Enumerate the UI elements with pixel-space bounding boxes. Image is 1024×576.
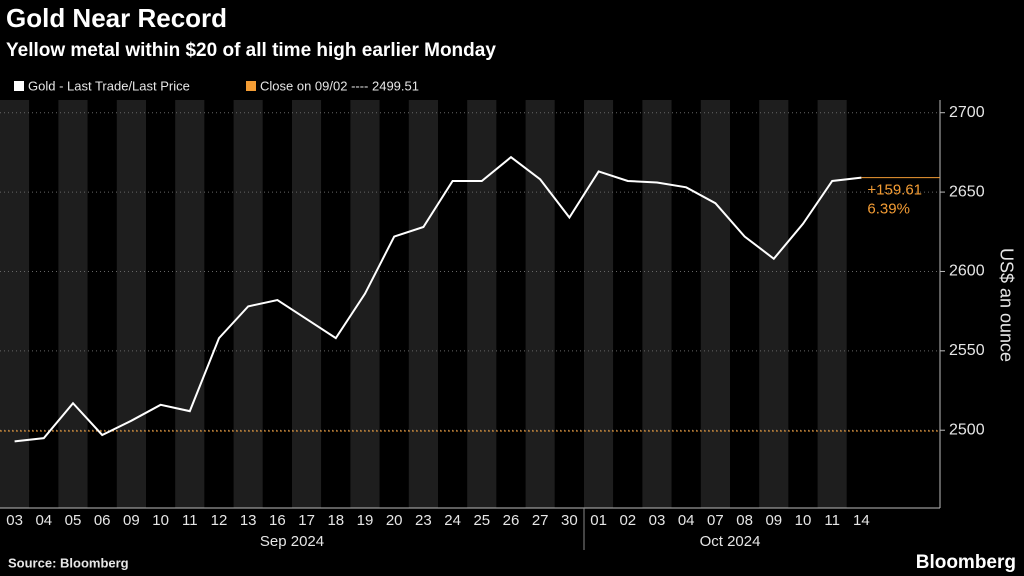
y-tick-label: 2600 [949,263,985,280]
x-tick-label: 03 [649,512,666,529]
day-band [846,100,876,508]
day-band [554,100,584,508]
x-tick-label: 11 [182,512,198,529]
day-band [584,100,614,508]
legend-label: Gold - Last Trade/Last Price [28,78,190,93]
x-tick-label: 10 [795,512,812,529]
x-tick-label: 03 [6,512,23,529]
y-tick-label: 2500 [949,421,985,438]
x-tick-label: 10 [152,512,169,529]
day-band [730,100,760,508]
y-tick-label: 2550 [949,342,985,359]
day-band [29,100,59,508]
x-tick-label: 05 [65,512,82,529]
y-axis-label: US$ an ounce [996,248,1016,362]
day-band [788,100,818,508]
day-band [262,100,292,508]
day-band [613,100,643,508]
day-band [292,100,322,508]
x-tick-label: 14 [853,512,870,529]
x-tick-label: 19 [357,512,374,529]
day-band [642,100,672,508]
x-tick-label: 26 [503,512,520,529]
legend-swatch [246,81,256,91]
day-band [700,100,730,508]
x-tick-label: 20 [386,512,403,529]
x-tick-label: 24 [444,512,461,529]
day-band [759,100,789,508]
x-tick-label: 04 [35,512,52,529]
day-band [87,100,117,508]
legend-swatch [14,81,24,91]
x-tick-label: 30 [561,512,578,529]
brand: Bloomberg [916,552,1016,573]
change-label: +159.61 [867,182,922,199]
x-tick-label: 16 [269,512,286,529]
chart-title: Gold Near Record [6,3,227,33]
day-band [58,100,88,508]
legend-label: Close on 09/02 ---- 2499.51 [260,78,419,93]
x-tick-label: 27 [532,512,549,529]
x-tick-label: 09 [765,512,782,529]
x-tick-label: 01 [590,512,607,529]
x-tick-label: 07 [707,512,724,529]
chart-subtitle: Yellow metal within $20 of all time high… [6,40,496,61]
day-band [525,100,555,508]
change-pct-label: 6.39% [867,201,910,218]
month-label: Sep 2024 [260,533,324,550]
x-tick-label: 23 [415,512,432,529]
day-band [0,100,30,508]
x-tick-label: 12 [211,512,228,529]
day-band [496,100,526,508]
x-tick-label: 17 [298,512,315,529]
x-tick-label: 06 [94,512,111,529]
day-band [817,100,847,508]
price-line [14,155,862,443]
day-band [408,100,438,508]
x-tick-label: 04 [678,512,695,529]
day-band [116,100,146,508]
x-tick-label: 11 [824,512,840,529]
y-tick-label: 2700 [949,104,985,121]
day-band [204,100,234,508]
day-band [467,100,497,508]
source: Source: Bloomberg [8,555,129,570]
x-tick-label: 25 [473,512,490,529]
x-tick-label: 09 [123,512,140,529]
day-band [671,100,701,508]
x-tick-label: 08 [736,512,753,529]
day-band [321,100,351,508]
y-tick-label: 2650 [949,183,985,200]
day-band [175,100,205,508]
x-tick-label: 18 [327,512,344,529]
day-band [350,100,380,508]
day-band [438,100,468,508]
day-band [146,100,176,508]
x-tick-label: 02 [619,512,636,529]
x-tick-label: 13 [240,512,257,529]
month-label: Oct 2024 [700,533,761,550]
day-band [379,100,409,508]
